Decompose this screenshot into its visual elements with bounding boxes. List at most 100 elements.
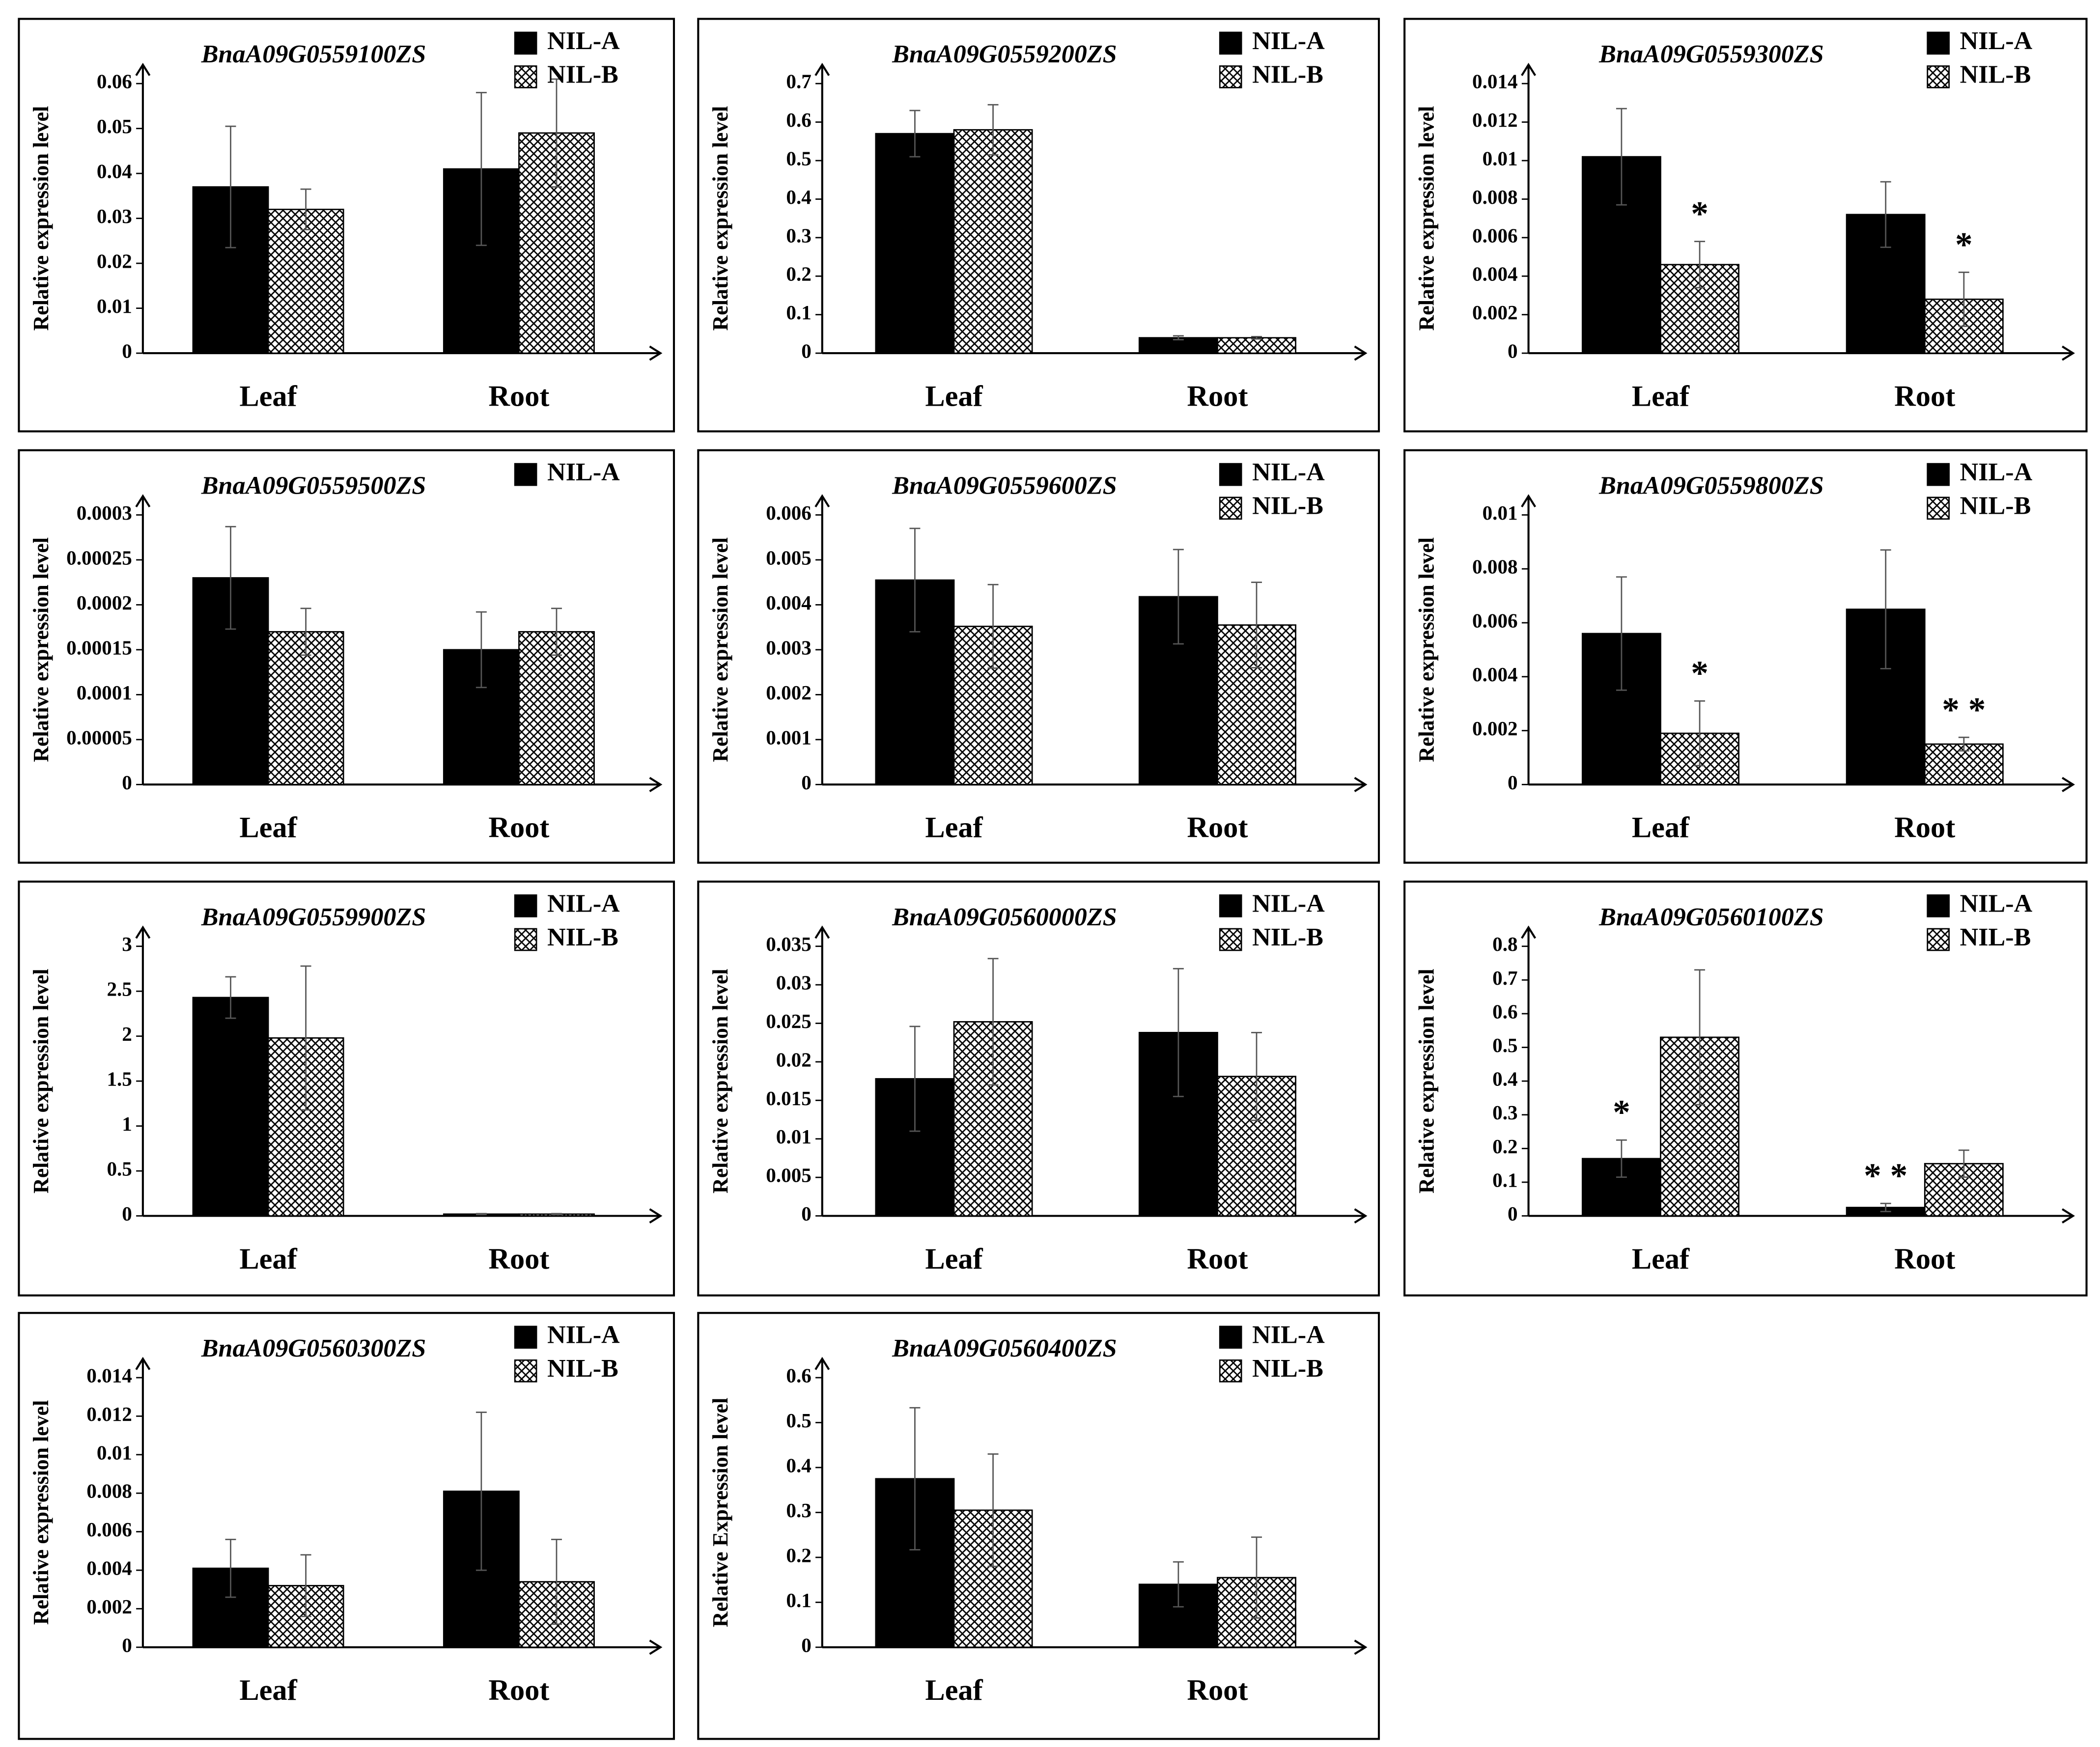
legend-swatch [514,463,537,486]
chart-title: BnaA09G0560000ZS [892,903,1117,931]
error-bar [551,608,562,656]
x-tick-label: Root [1187,1243,1248,1276]
error-bar [476,1213,487,1216]
y-tick-label: 2 [122,1023,132,1045]
significance-label: * [1613,1093,1630,1132]
legend-label: NIL-B [547,60,618,88]
y-tick-label: 0.006 [1472,224,1518,247]
legend-swatch [1219,497,1242,520]
bar [953,129,1033,354]
legend-label: NIL-A [547,27,620,55]
legend-swatch [1219,1326,1242,1349]
significance-label: * * [1942,690,1986,729]
y-tick-label: 0.02 [97,250,132,273]
y-tick-label: 0.002 [1472,717,1518,740]
bar [267,208,344,354]
legend-swatch [1219,31,1242,55]
panel-frame [1403,880,2088,1297]
y-axis-label: Relative expression level [1415,969,1439,1193]
panel-frame [18,449,675,864]
legend-label: NIL-B [1960,492,2031,520]
y-tick-label: 0.014 [86,1364,132,1387]
x-tick-label: Leaf [239,380,297,413]
bar [1217,337,1296,354]
y-tick-label: 0.2 [786,263,811,285]
chart-title: BnaA09G0559800ZS [1598,472,1824,500]
x-tick-label: Leaf [239,1243,297,1276]
legend-swatch [1219,894,1242,917]
legend-label: NIL-B [1960,60,2031,88]
bar [192,997,269,1217]
y-tick-label: 1.5 [107,1068,132,1090]
legend-swatch [514,31,537,55]
error-bar [1251,582,1262,668]
y-tick-label: 0.3 [786,1499,811,1522]
x-tick-label: Root [1187,811,1248,844]
x-tick-label: Root [1187,1674,1248,1707]
y-tick-label: 0.006 [766,501,812,524]
y-tick-label: 0.01 [776,1125,812,1148]
y-axis [1521,62,1537,354]
y-axis-label: Relative expression level [29,969,53,1193]
y-tick-label: 0.01 [1483,501,1518,524]
error-bar [551,1213,562,1216]
error-bar [909,110,921,158]
legend-swatch [1219,928,1242,951]
error-bar [987,104,999,156]
y-tick-label: 0 [122,340,132,362]
x-tick-label: Root [1894,1243,1955,1276]
error-bar [1251,1536,1262,1619]
x-tick-label: Leaf [925,380,983,413]
x-tick-label: Root [488,811,549,844]
chart-title: BnaA09G0560400ZS [892,1334,1117,1362]
y-tick-label: 0.4 [1492,1068,1517,1090]
significance-label: * [1691,194,1708,233]
y-tick-label: 0.008 [1472,555,1518,578]
error-bar [225,526,236,630]
legend-label: NIL-B [547,923,618,951]
x-tick-label: Leaf [1632,380,1690,413]
y-tick-label: 0.012 [86,1403,132,1425]
y-tick-label: 0.015 [766,1087,812,1109]
legend-swatch [1927,463,1950,486]
y-tick-label: 0.05 [97,115,132,138]
legend-swatch [514,1359,537,1383]
x-tick-label: Root [488,1674,549,1707]
legend-swatch [514,1326,537,1349]
legend-label: NIL-B [547,1355,618,1383]
error-bar [300,608,311,656]
y-tick-label: 0.002 [1472,301,1518,324]
error-bar [1694,241,1706,289]
y-axis [135,62,151,354]
chart-title: BnaA09G0559900ZS [201,903,426,931]
chart-title: BnaA09G0559100ZS [201,40,426,68]
legend-swatch [514,928,537,951]
y-tick-label: 0.002 [766,681,812,704]
x-tick-label: Leaf [239,811,297,844]
y-tick-label: 0.1 [786,1589,811,1611]
y-tick-label: 1 [122,1112,132,1135]
chart-title: BnaA09G0560100ZS [1598,903,1824,931]
legend-label: NIL-A [1252,1321,1325,1349]
error-bar [300,188,311,230]
y-axis-label: Relative expression level [709,537,732,762]
y-tick-label: 0.0003 [77,501,132,524]
y-tick-label: 0 [122,1634,132,1656]
y-tick-label: 0 [122,771,132,794]
panel-frame [1403,449,2088,864]
error-bar [1958,736,1969,752]
x-tick-label: Leaf [925,1674,983,1707]
y-axis-label: Relative expression level [709,969,732,1193]
y-tick-label: 0.005 [766,1164,812,1187]
y-axis [1521,494,1537,785]
legend-label: NIL-A [1960,27,2033,55]
error-bar [476,92,487,246]
legend-swatch [1927,894,1950,917]
y-axis-label: Relative expression level [29,106,53,331]
y-axis [814,1357,830,1647]
panel-frame [697,18,1380,433]
y-tick-label: 0.01 [1483,147,1518,169]
y-tick-label: 0.5 [1492,1034,1517,1056]
